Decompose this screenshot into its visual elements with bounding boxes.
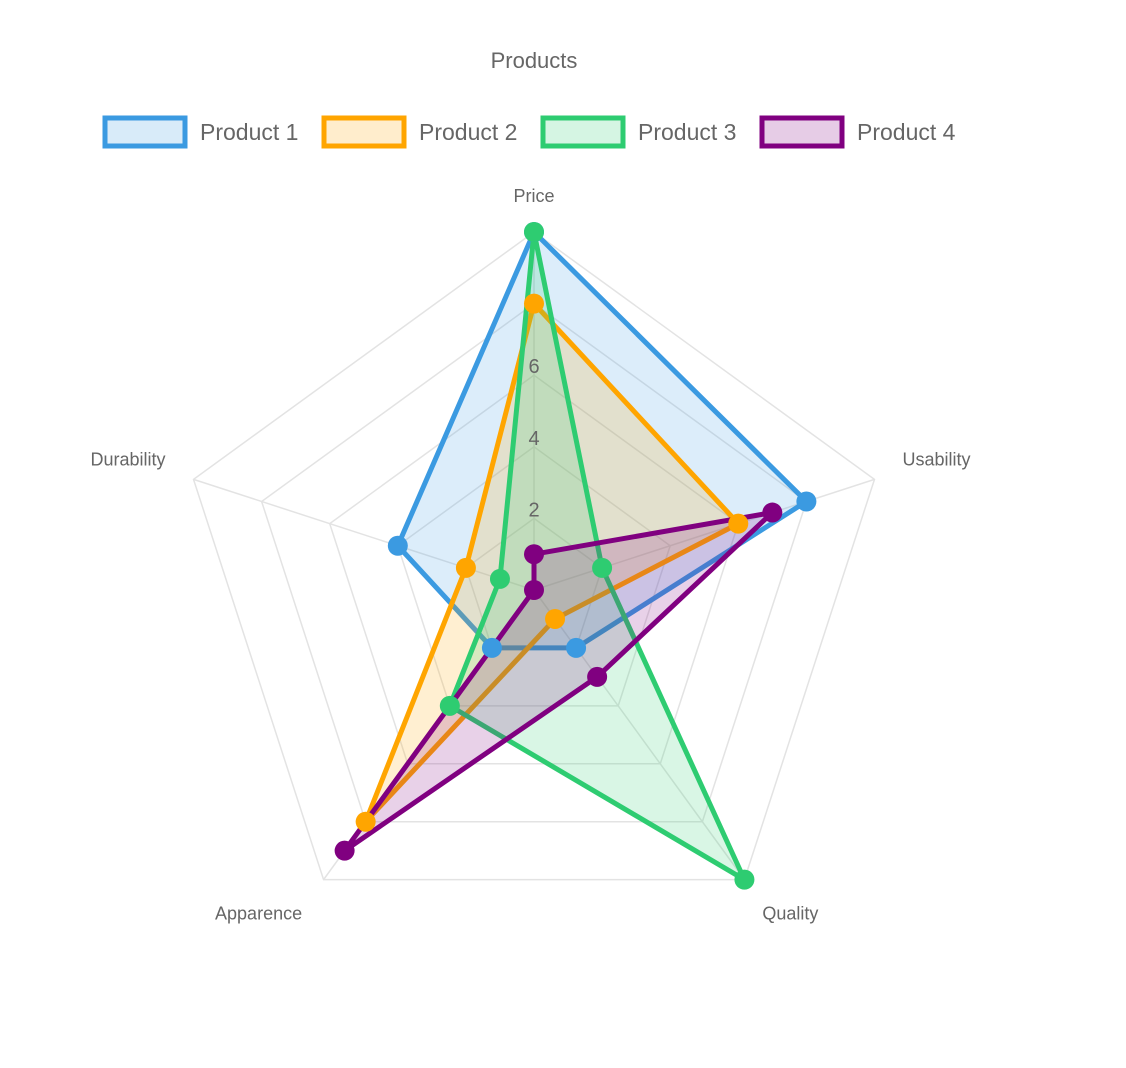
- data-point[interactable]: [355, 811, 376, 832]
- series-points-product-3: [439, 222, 755, 890]
- series-product-3: [446, 231, 751, 886]
- series-points-product-1: [387, 222, 817, 658]
- axis-spoke: [533, 478, 875, 591]
- axis-labels: Price Usability Quality Apparence Durability: [90, 186, 970, 924]
- tick-label: 4: [528, 428, 539, 450]
- tick-labels: 2 4 6: [528, 356, 539, 521]
- legend-item-product-1[interactable]: Product 1: [102, 115, 298, 149]
- data-point[interactable]: [566, 637, 587, 658]
- data-point[interactable]: [334, 840, 355, 861]
- chart-title: Products: [491, 48, 578, 73]
- axis-label-price: Price: [513, 186, 554, 206]
- data-point[interactable]: [524, 293, 544, 314]
- legend-swatch: [102, 115, 188, 149]
- data-point[interactable]: [489, 568, 510, 589]
- data-point[interactable]: [796, 491, 817, 512]
- series-points-product-4: [334, 502, 783, 861]
- series-area: [446, 231, 751, 886]
- tick-label: 6: [528, 356, 539, 378]
- axis-label-apparence: Apparence: [215, 904, 302, 924]
- axis-spoke: [533, 589, 746, 881]
- data-point[interactable]: [545, 608, 566, 629]
- axis-label-quality: Quality: [762, 904, 818, 924]
- legend-label: Product 4: [857, 119, 956, 145]
- legend-item-product-4[interactable]: Product 4: [759, 115, 956, 149]
- data-point[interactable]: [524, 222, 544, 242]
- data-point[interactable]: [524, 580, 544, 600]
- data-point[interactable]: [439, 695, 460, 716]
- legend-swatch: [759, 115, 845, 149]
- legend-label: Product 2: [419, 119, 517, 145]
- legend: Product 1 Product 2 Product 3 Product 4: [102, 115, 956, 149]
- axis-label-durability: Durability: [90, 449, 165, 469]
- data-point[interactable]: [728, 513, 749, 534]
- data-point[interactable]: [481, 637, 502, 658]
- legend-item-product-2[interactable]: Product 2: [321, 115, 517, 149]
- axis-spoke: [193, 478, 535, 591]
- data-point[interactable]: [592, 557, 613, 578]
- data-point[interactable]: [762, 502, 783, 523]
- legend-item-product-3[interactable]: Product 3: [540, 115, 736, 149]
- data-point[interactable]: [455, 557, 476, 578]
- legend-label: Product 3: [638, 119, 736, 145]
- grid-ring: [396, 445, 672, 707]
- data-point[interactable]: [387, 535, 408, 556]
- data-point[interactable]: [734, 869, 755, 890]
- legend-swatch: [540, 115, 626, 149]
- grid-ring: [328, 374, 740, 765]
- tick-label: 2: [528, 499, 539, 521]
- grid-ring: [260, 302, 808, 823]
- grid-ring: [192, 231, 876, 881]
- data-point[interactable]: [587, 666, 608, 687]
- axis-label-usability: Usability: [902, 449, 970, 469]
- legend-label: Product 1: [200, 119, 298, 145]
- data-point[interactable]: [524, 544, 544, 565]
- legend-swatch: [321, 115, 407, 149]
- series-points-product-2: [355, 293, 749, 832]
- datasets: [334, 222, 817, 890]
